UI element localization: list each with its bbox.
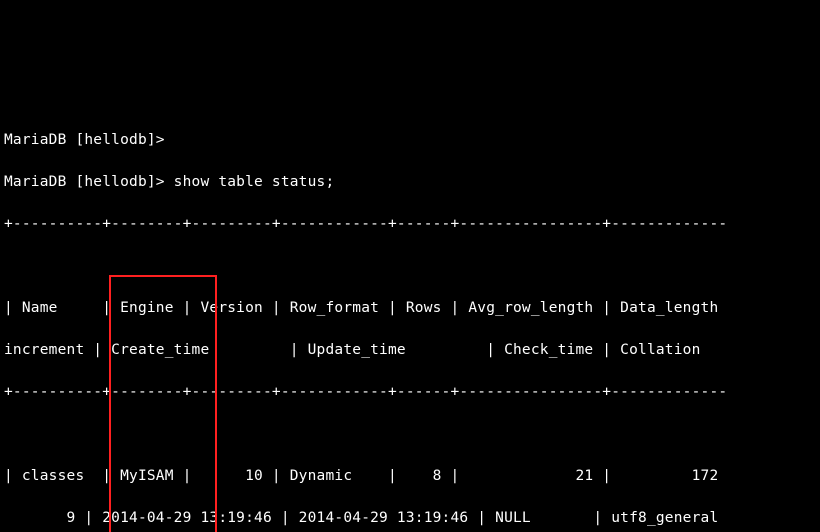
header-line-1: | Name | Engine | Version | Row_format |…: [4, 298, 818, 319]
border-line-mid: +----------+--------+---------+---------…: [4, 382, 818, 403]
header-line-2: increment | Create_time | Update_time | …: [4, 340, 818, 361]
terminal-output: MariaDB [hellodb]> MariaDB [hellodb]> sh…: [0, 105, 820, 532]
blank-line-1: [4, 256, 818, 277]
blank-line-2: [4, 424, 818, 445]
prompt-line: MariaDB [hellodb]>: [4, 130, 818, 151]
row-0-b: 9 | 2014-04-29 13:19:46 | 2014-04-29 13:…: [4, 508, 818, 529]
row-0-a: | classes | MyISAM | 10 | Dynamic | 8 | …: [4, 466, 818, 487]
border-line-top: +----------+--------+---------+---------…: [4, 214, 818, 235]
command-line: MariaDB [hellodb]> show table status;: [4, 172, 818, 193]
